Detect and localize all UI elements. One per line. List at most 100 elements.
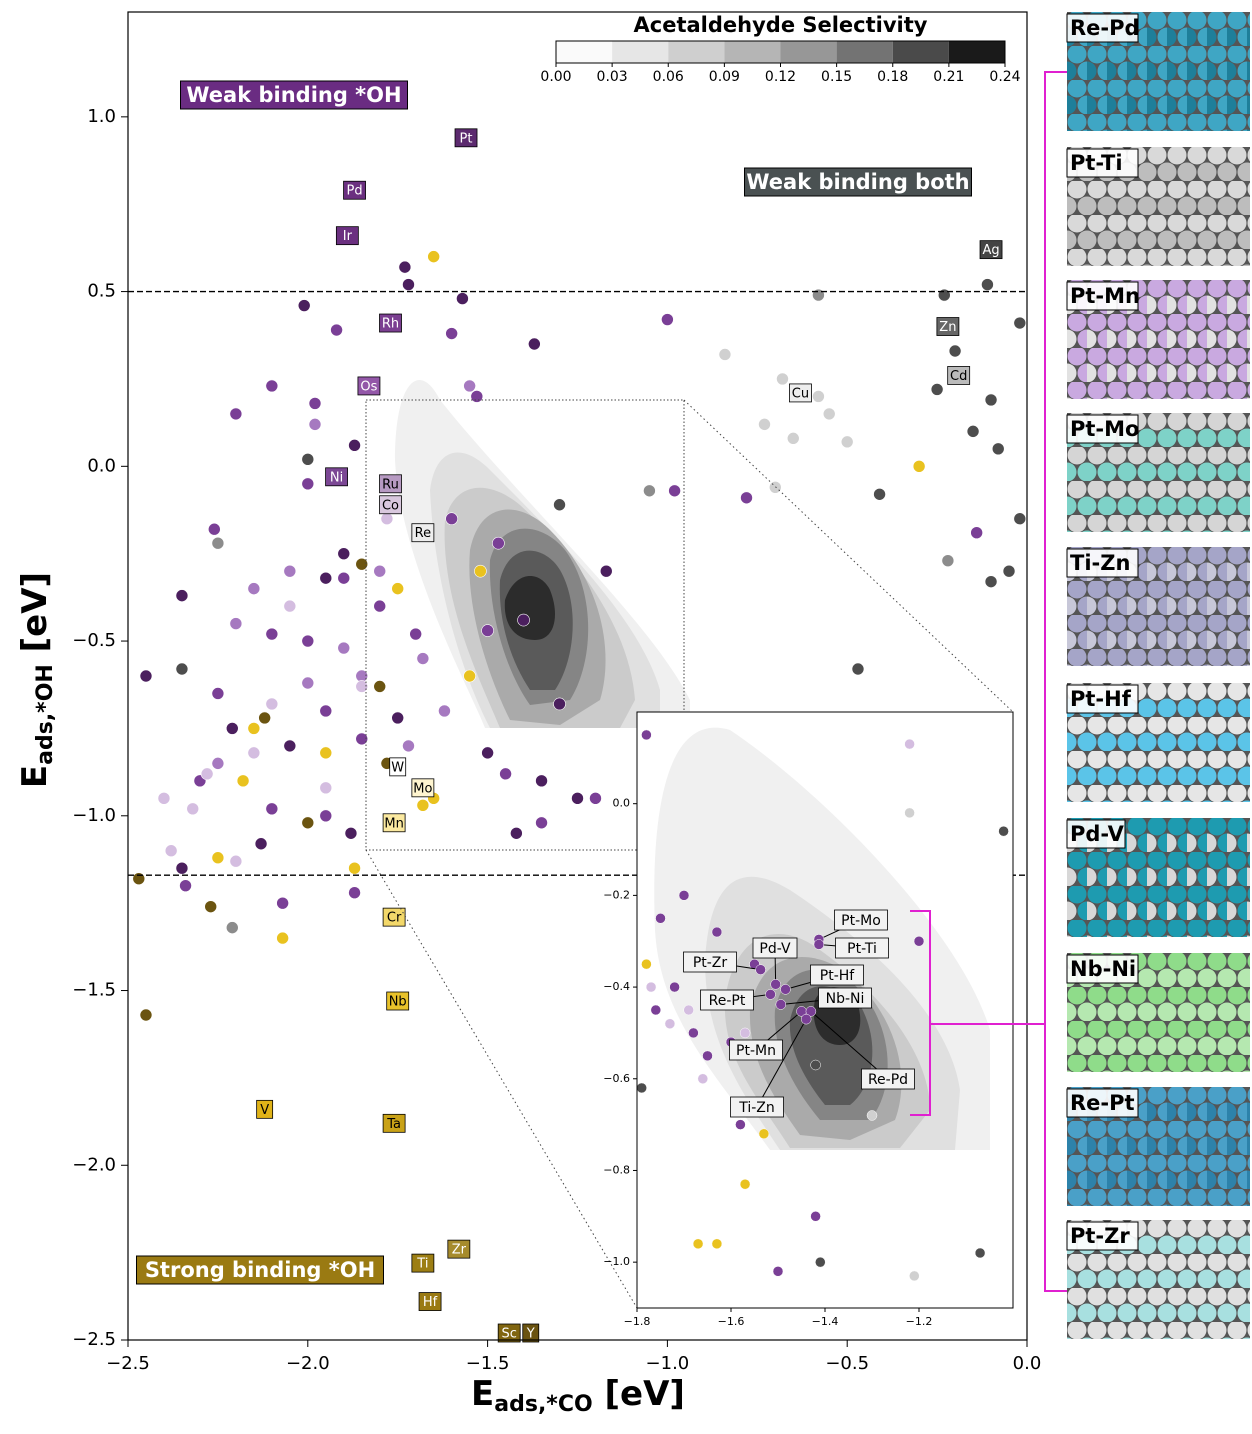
labeled-point	[771, 979, 781, 989]
point	[719, 348, 731, 360]
point	[999, 826, 1009, 836]
point	[176, 862, 188, 874]
point	[266, 803, 278, 815]
point	[471, 390, 483, 402]
tile-label: Pt-Ti	[1070, 151, 1123, 175]
point	[212, 757, 224, 769]
colorbar-tick-label: 0.06	[653, 69, 684, 85]
axis-label-main: E	[471, 1374, 494, 1414]
point	[841, 436, 853, 448]
point	[374, 600, 386, 612]
point	[693, 1239, 703, 1249]
element-label: Ti	[416, 1257, 428, 1272]
point	[428, 251, 440, 263]
element-label: Sc	[501, 1327, 516, 1342]
y-tick-label: −2.0	[72, 1154, 116, 1175]
point	[769, 481, 781, 493]
point	[180, 880, 192, 892]
point	[464, 670, 476, 682]
inset-y-tick-label: −0.4	[603, 980, 630, 993]
point	[643, 485, 655, 497]
colorbar-tick-label: 0.24	[989, 69, 1020, 85]
colorbar-tick-label: 0.21	[933, 69, 964, 85]
point	[259, 712, 271, 724]
colorbar-tick-label: 0.18	[877, 69, 908, 85]
point	[641, 730, 651, 740]
inset-point-label: Pt-Hf	[820, 968, 856, 984]
element-label: Zr	[452, 1243, 467, 1258]
point	[518, 614, 530, 626]
point	[230, 408, 242, 420]
element-label: V	[260, 1103, 269, 1118]
point	[212, 852, 224, 864]
point	[500, 768, 512, 780]
element-label: W	[391, 760, 404, 775]
point	[482, 625, 494, 637]
point	[320, 782, 332, 794]
point	[140, 1009, 152, 1021]
point	[392, 583, 404, 595]
element-label: Ni	[330, 470, 343, 485]
labeled-point	[756, 965, 766, 975]
point	[320, 572, 332, 584]
point	[975, 1248, 985, 1258]
point	[913, 460, 925, 472]
point	[298, 300, 310, 312]
colorbar-tick-label: 0.12	[765, 69, 796, 85]
element-label: Re	[415, 526, 431, 541]
point	[758, 418, 770, 430]
point	[823, 408, 835, 420]
point	[165, 845, 177, 857]
point	[688, 1028, 698, 1038]
region-label: Weak binding both	[746, 170, 969, 194]
element-label: Cd	[950, 369, 967, 384]
point	[438, 705, 450, 717]
point	[320, 810, 332, 822]
y-tick-label: 0.0	[87, 455, 116, 476]
point	[158, 792, 170, 804]
point	[474, 565, 486, 577]
axis-label-unit: [eV]	[15, 572, 55, 664]
y-tick-label: 0.5	[87, 281, 116, 302]
point	[417, 653, 429, 665]
y-tick-label: −0.5	[72, 630, 116, 651]
element-label: Ag	[982, 243, 999, 258]
point	[266, 698, 278, 710]
colorbar-tick-label: 0.09	[709, 69, 740, 85]
point	[670, 982, 680, 992]
point	[811, 1211, 821, 1221]
point	[302, 453, 314, 465]
point	[874, 488, 886, 500]
region-label: Strong binding *OH	[145, 1258, 375, 1282]
tile-label: Pt-Mn	[1070, 284, 1140, 308]
element-label: Ir	[343, 229, 353, 244]
inset-point-label: Re-Pd	[868, 1072, 908, 1088]
point	[572, 792, 584, 804]
y-tick-label: 1.0	[87, 106, 116, 127]
x-tick-label: −2.0	[286, 1353, 330, 1374]
colorbar-cell	[781, 41, 837, 63]
point	[302, 677, 314, 689]
inset-x-tick-label: −1.6	[718, 1315, 745, 1328]
labeled-point	[765, 989, 775, 999]
colorbar-tick-label: 0.03	[597, 69, 628, 85]
element-label: Nb	[389, 995, 407, 1010]
point	[187, 803, 199, 815]
point	[482, 747, 494, 759]
point	[812, 289, 824, 301]
x-tick-label: −2.5	[106, 1353, 150, 1374]
point	[646, 982, 656, 992]
point	[381, 513, 393, 525]
point	[140, 670, 152, 682]
point	[248, 583, 260, 595]
point	[349, 439, 361, 451]
point	[226, 922, 238, 934]
point	[554, 499, 566, 511]
inset-x-tick-label: −1.8	[624, 1315, 651, 1328]
point	[661, 314, 673, 326]
colorbar-cell	[893, 41, 949, 63]
point	[589, 792, 601, 804]
point	[266, 628, 278, 640]
element-label: Pt	[460, 131, 473, 146]
point	[811, 1060, 821, 1070]
